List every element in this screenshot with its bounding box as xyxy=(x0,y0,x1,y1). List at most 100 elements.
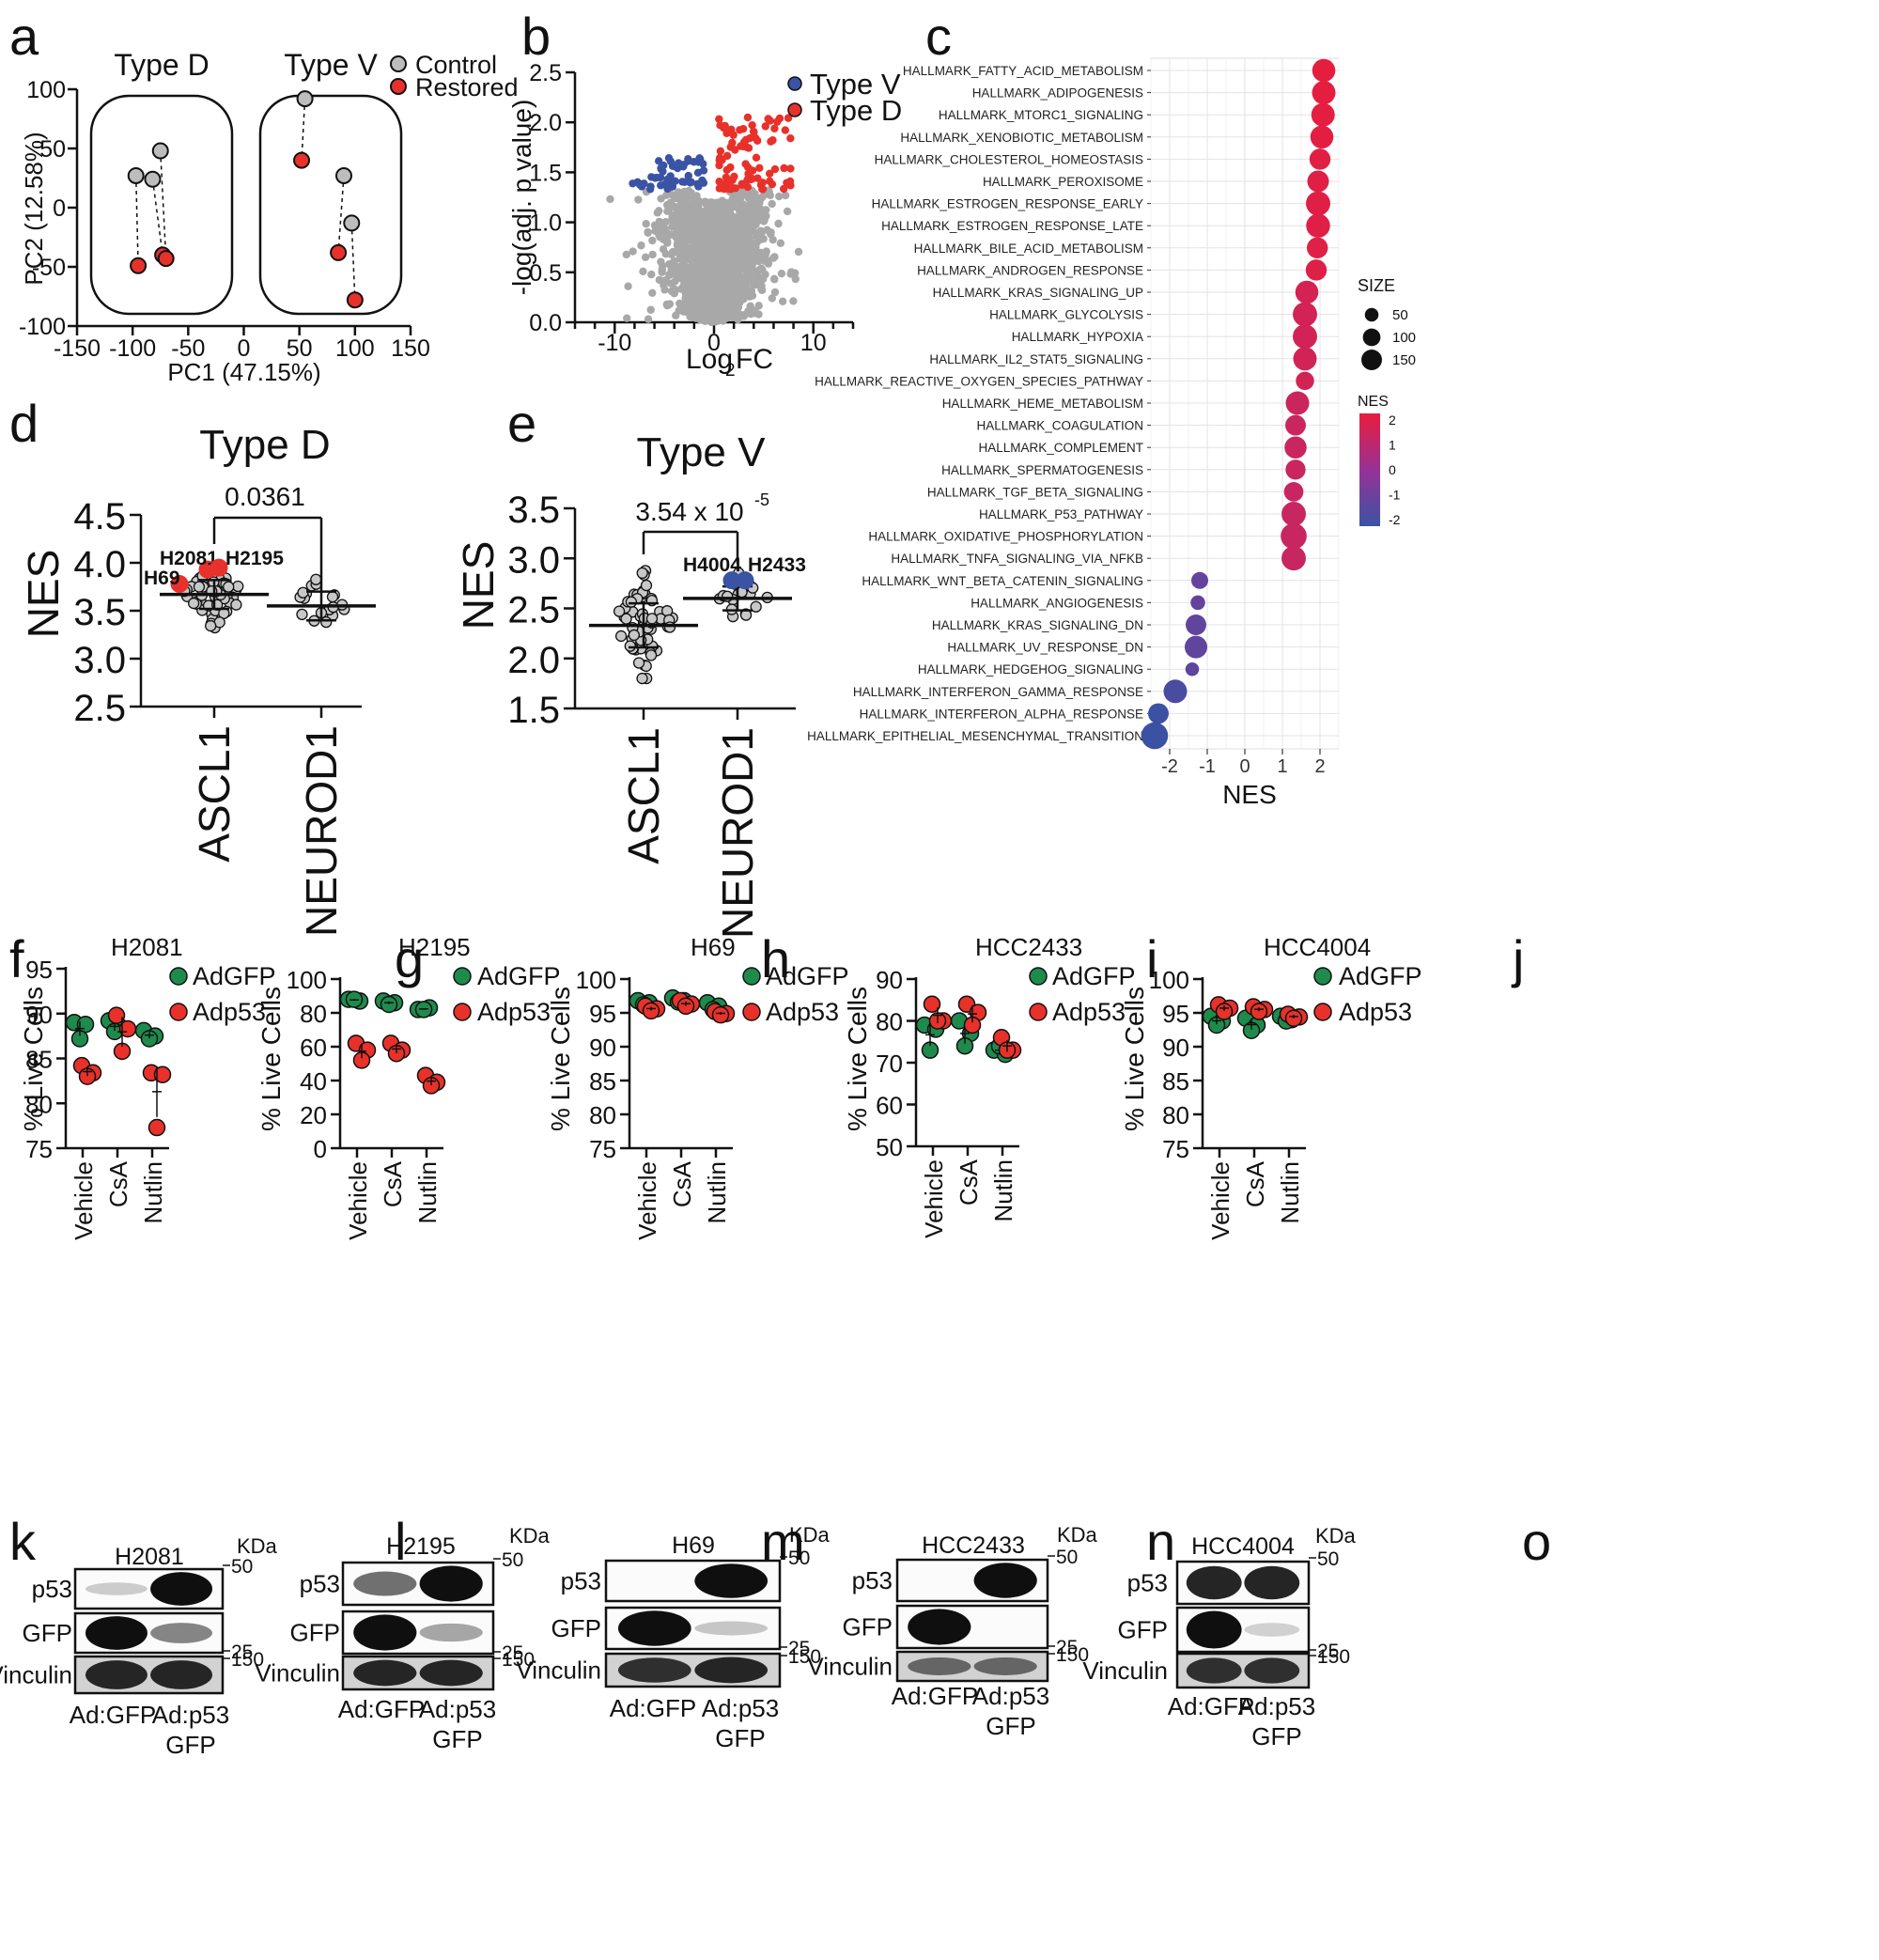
f-y-tick-label: 75 xyxy=(25,1135,53,1163)
c-nes-dot xyxy=(1163,679,1188,704)
b-grey-point xyxy=(697,277,707,286)
c-colorbar-label: 0 xyxy=(1389,462,1396,477)
i-y-tick-label: 80 xyxy=(876,1008,903,1036)
j-x-category-label: CsA xyxy=(1241,1160,1269,1207)
c-category-label: HALLMARK_HEDGEHOG_SIGNALING xyxy=(918,662,1143,677)
f-y-tick-label: 85 xyxy=(25,1046,53,1074)
b-grey-point xyxy=(735,299,743,308)
b-grey-point xyxy=(685,299,693,307)
c-x-axis-label: NES xyxy=(1222,780,1277,809)
a-legend-control-marker xyxy=(390,55,407,72)
b-grey-point xyxy=(691,311,700,319)
c-nes-dot xyxy=(1305,259,1328,281)
a-x-tick-label: 0 xyxy=(238,335,251,362)
b-grey-point xyxy=(751,306,759,315)
i-x-category-label: Vehicle xyxy=(920,1159,948,1238)
j-x-category-label: Vehicle xyxy=(1206,1161,1235,1240)
l-marker-150: 150 xyxy=(502,1649,535,1671)
d-category-label: NEUROD1 xyxy=(297,725,346,937)
b-legend-typeV-label: Type V xyxy=(810,68,901,101)
b-typeD-point xyxy=(770,164,780,174)
a-control-point xyxy=(335,166,352,184)
c-nes-dot xyxy=(1281,522,1307,550)
b-grey-point xyxy=(675,306,683,315)
o-band-p53 xyxy=(1244,1565,1300,1600)
l-lane-label: GFP xyxy=(432,1725,482,1753)
c-nes-dot xyxy=(1293,347,1317,371)
d-category-label: ASCL1 xyxy=(190,725,239,863)
e-pvalue: 3.54 x 10 xyxy=(635,497,743,526)
c-nes-legend-title: NES xyxy=(1358,394,1389,410)
b-grey-point xyxy=(725,285,735,293)
j-y-tick-label: 95 xyxy=(1162,1000,1189,1028)
b-grey-point xyxy=(655,275,664,285)
c-x-tick-label: 2 xyxy=(1314,756,1325,777)
j-legend-adgfp-label: AdGFP xyxy=(1339,962,1422,990)
h-y-tick-label: 75 xyxy=(589,1135,616,1163)
b-grey-point xyxy=(726,264,735,273)
f-x-category-label: Nutlin xyxy=(139,1161,167,1223)
d-y-tick-label: 4.5 xyxy=(73,496,126,537)
c-nes-dot xyxy=(1306,213,1330,238)
l-band-gfp xyxy=(353,1614,417,1651)
c-category-label: HALLMARK_BILE_ACID_METABOLISM xyxy=(914,241,1143,256)
b-grey-point xyxy=(679,210,689,218)
b-grey-point xyxy=(711,287,720,296)
b-typeV-point xyxy=(690,158,698,166)
k-band-vin xyxy=(85,1660,148,1689)
o-band-gfp xyxy=(1244,1623,1300,1637)
i-legend-adgfp-label: AdGFP xyxy=(1052,962,1136,990)
b-legend-typeV-marker xyxy=(787,76,802,91)
b-grey-point xyxy=(761,270,769,279)
b-grey-point xyxy=(768,294,777,303)
g-y-tick-label: 60 xyxy=(300,1034,327,1062)
b-grey-point xyxy=(744,306,753,316)
f-legend-adgfp-label: AdGFP xyxy=(193,962,276,990)
b-y-axis-label: -log(adj. p value) xyxy=(507,100,536,296)
c-x-tick-label: -2 xyxy=(1161,756,1178,777)
c-category-label: HALLMARK_INTERFERON_GAMMA_RESPONSE xyxy=(853,685,1143,699)
c-nes-dot xyxy=(1281,502,1306,526)
c-category-label: HALLMARK_KRAS_SIGNALING_DN xyxy=(932,618,1143,632)
i-x-category-label: CsA xyxy=(955,1159,983,1206)
d-sample-point xyxy=(223,581,235,593)
b-grey-point xyxy=(722,235,731,243)
b-grey-point xyxy=(776,239,785,248)
b-grey-point xyxy=(668,215,676,224)
a-control-point xyxy=(144,170,162,188)
n-marker-50: 50 xyxy=(1056,1547,1078,1568)
b-y-tick-label: 0.0 xyxy=(529,310,562,336)
m-lane-label: Ad:GFP xyxy=(610,1694,696,1722)
b-grey-point xyxy=(692,216,702,226)
b-grey-point xyxy=(730,198,739,207)
b-typeD-point xyxy=(736,126,744,134)
b-grey-point xyxy=(639,267,647,276)
f-x-category-label: Vehicle xyxy=(70,1161,98,1240)
b-grey-point xyxy=(679,258,689,267)
b-grey-point xyxy=(747,261,756,270)
c-nes-dot xyxy=(1285,414,1306,436)
b-typeD-point xyxy=(767,137,775,146)
d-title: Type D xyxy=(199,422,330,468)
b-typeV-point xyxy=(693,179,702,189)
d-y-axis-label: NES xyxy=(19,550,68,639)
d-sample-point xyxy=(310,573,322,585)
a-legend-restored-label: Restored xyxy=(415,73,519,101)
f-title: H2081 xyxy=(111,933,183,961)
b-typeD-point xyxy=(741,160,750,168)
c-category-label: HALLMARK_ESTROGEN_RESPONSE_LATE xyxy=(881,219,1143,233)
b-grey-point xyxy=(759,235,768,243)
c-size-legend-label: 100 xyxy=(1392,330,1416,346)
b-grey-point xyxy=(783,207,792,216)
c-nes-dot xyxy=(1312,81,1336,105)
b-grey-point xyxy=(644,315,653,323)
a-x-tick-label: -50 xyxy=(171,335,205,362)
e-sample-point xyxy=(640,579,653,592)
e-y-tick-label: 1.5 xyxy=(507,690,560,731)
b-typeD-point xyxy=(770,124,779,132)
k-lane-label: Ad:p53 xyxy=(152,1701,229,1729)
b-grey-point xyxy=(659,235,668,243)
b-typeD-point xyxy=(744,169,753,179)
n-kda-label: KDa xyxy=(1057,1523,1098,1547)
panel-label-c: c xyxy=(925,7,952,66)
